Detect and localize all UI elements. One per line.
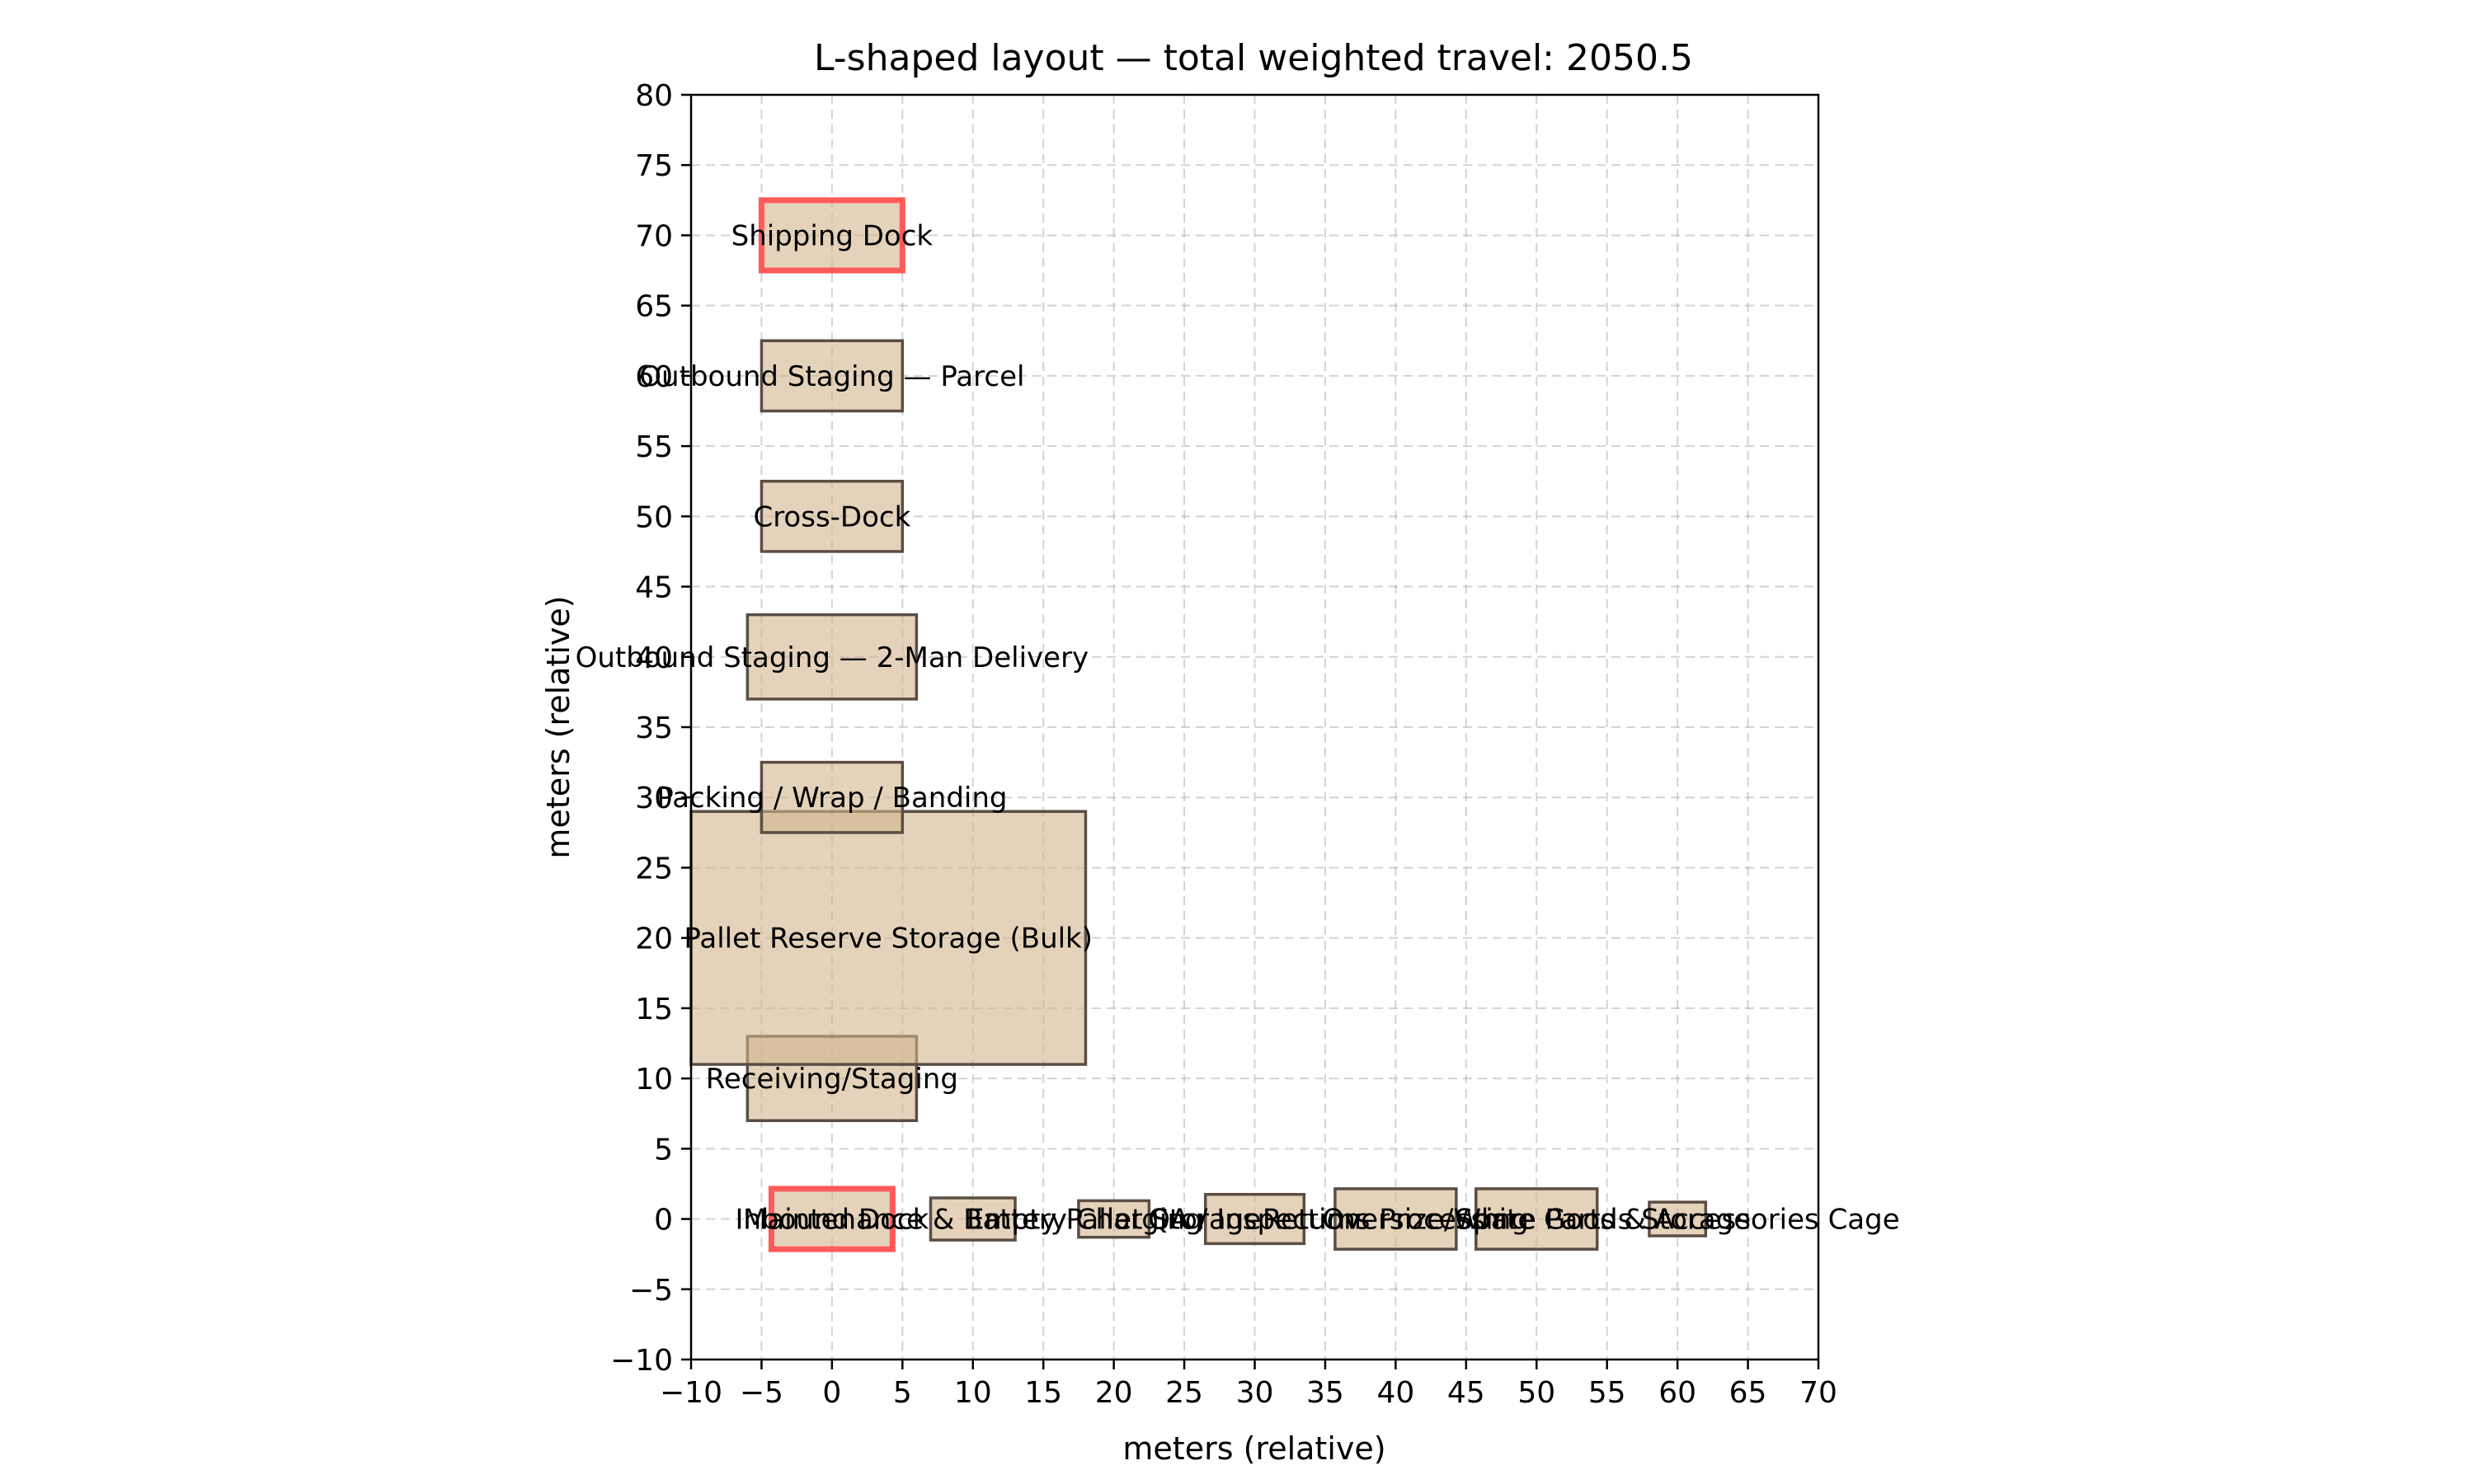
zone-rect bbox=[745, 613, 919, 701]
y-tick-label: 65 bbox=[635, 290, 673, 324]
zone-label: Outbound Staging — Parcel bbox=[639, 360, 1024, 393]
dock-zone bbox=[768, 1186, 896, 1252]
y-tick-label: 5 bbox=[654, 1133, 673, 1167]
zone-label: Returns Processing bbox=[1263, 1204, 1529, 1237]
y-tick-label: 30 bbox=[635, 782, 673, 815]
x-tick-label: −5 bbox=[740, 1376, 783, 1410]
y-tick-label: 45 bbox=[635, 571, 673, 605]
zone-label: Packing / Wrap / Banding bbox=[656, 782, 1007, 815]
y-tick-label: 50 bbox=[635, 500, 673, 534]
zone-label: QA / Inspection bbox=[1148, 1204, 1362, 1237]
y-tick-label: 75 bbox=[635, 149, 673, 183]
zone-label: Cross-Dock bbox=[753, 500, 910, 533]
x-tick-label: 5 bbox=[893, 1376, 912, 1410]
dock-zone bbox=[758, 197, 905, 274]
zone-label: Spare Parts & Accessories Cage bbox=[1456, 1204, 1900, 1237]
zone-label: Empty Pallet Storage bbox=[967, 1204, 1261, 1237]
x-tick-label: 30 bbox=[1236, 1376, 1274, 1410]
x-tick-label: −10 bbox=[660, 1376, 722, 1410]
y-tick-label: 60 bbox=[635, 360, 673, 394]
zone-label: Maintenance & Battery Charging bbox=[743, 1204, 1202, 1237]
y-tick-label: −5 bbox=[629, 1274, 673, 1308]
y-tick-label: 55 bbox=[635, 430, 673, 464]
zone-label: Inbound Dock bbox=[735, 1204, 929, 1237]
x-tick-label: 45 bbox=[1447, 1376, 1485, 1410]
zone-rect bbox=[1475, 1187, 1599, 1251]
x-tick-label: 50 bbox=[1517, 1376, 1555, 1410]
zone-rect bbox=[760, 760, 905, 834]
y-tick-label: 70 bbox=[635, 219, 673, 253]
x-tick-label: 10 bbox=[954, 1376, 992, 1410]
zone-label: Receiving/Staging bbox=[706, 1063, 958, 1096]
zone-rect bbox=[1648, 1200, 1708, 1237]
zone-rect bbox=[1333, 1187, 1458, 1251]
x-tick-label: 20 bbox=[1095, 1376, 1133, 1410]
y-tick-label: 10 bbox=[635, 1063, 673, 1097]
x-tick-label: 70 bbox=[1799, 1376, 1837, 1410]
chart-title: L-shaped layout — total weighted travel:… bbox=[814, 37, 1693, 79]
y-tick-label: 35 bbox=[635, 711, 673, 745]
y-tick-label: 0 bbox=[654, 1204, 673, 1237]
y-tick-label: −10 bbox=[610, 1344, 673, 1378]
zone-rect bbox=[689, 810, 1088, 1066]
x-tick-label: 0 bbox=[822, 1376, 841, 1410]
y-axis-label: meters (relative) bbox=[540, 595, 576, 858]
zone-label: Oversize/White Goods Storage bbox=[1322, 1204, 1751, 1237]
x-axis: −10 −5 0 5 10 15 20 25 30 35 40 45 50 55 60 65 70 bbox=[660, 1360, 1837, 1410]
y-tick-label: 15 bbox=[635, 993, 673, 1026]
y-tick-label: 40 bbox=[635, 641, 673, 675]
x-tick-label: 25 bbox=[1165, 1376, 1203, 1410]
x-tick-label: 15 bbox=[1024, 1376, 1062, 1410]
zone-label: Pallet Reserve Storage (Bulk) bbox=[684, 923, 1093, 956]
y-axis: −10 −5 0 5 10 15 20 25 30 35 40 45 50 55 60 65 70 75 80 bbox=[610, 79, 691, 1378]
x-tick-label: 40 bbox=[1376, 1376, 1414, 1410]
x-tick-label: 65 bbox=[1729, 1376, 1767, 1410]
y-tick-label: 25 bbox=[635, 852, 673, 885]
y-tick-label: 20 bbox=[635, 923, 673, 956]
x-tick-label: 35 bbox=[1306, 1376, 1344, 1410]
zone-label: Shipping Dock bbox=[731, 219, 934, 252]
x-axis-label: meters (relative) bbox=[1122, 1430, 1385, 1467]
zone-rect bbox=[1203, 1192, 1306, 1246]
y-tick-label: 80 bbox=[635, 79, 673, 113]
zone-label: Outbound Staging — 2-Man Delivery bbox=[576, 641, 1089, 674]
zone-rect bbox=[760, 339, 905, 413]
x-tick-label: 55 bbox=[1588, 1376, 1626, 1410]
zone-rect bbox=[929, 1196, 1017, 1242]
zone-rect bbox=[1077, 1199, 1151, 1239]
x-tick-label: 60 bbox=[1658, 1376, 1696, 1410]
zones: Receiving/Staging Pallet Reserve Storage … bbox=[576, 197, 1900, 1252]
grid bbox=[690, 94, 1819, 1360]
zone-rect bbox=[760, 479, 905, 553]
